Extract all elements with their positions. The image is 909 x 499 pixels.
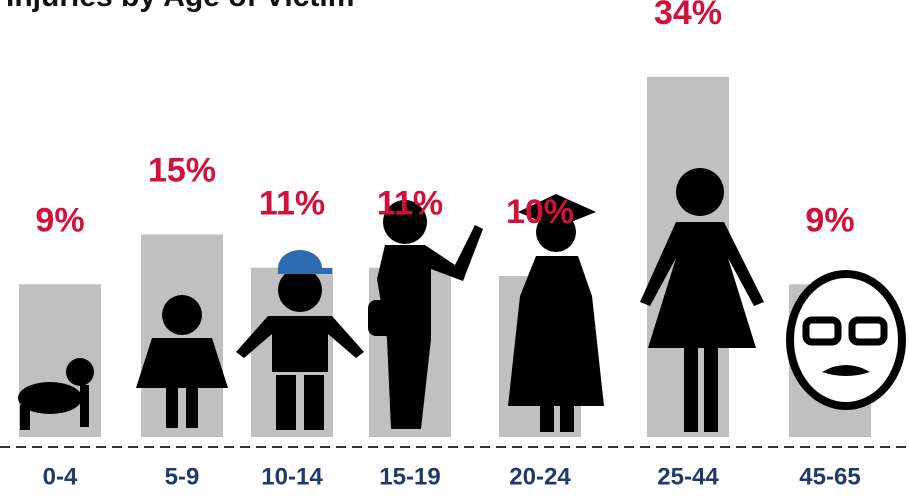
value-label: 9%: [805, 201, 854, 239]
bar: [141, 235, 223, 438]
x-tick-label: 15-19: [379, 463, 440, 490]
value-label: 10%: [506, 193, 574, 231]
x-tick-label: 45-65: [799, 463, 860, 490]
x-tick-label: 0-4: [43, 463, 78, 490]
old-man-icon: [790, 274, 902, 406]
value-label: 34%: [654, 0, 722, 32]
value-label: 11%: [259, 185, 325, 223]
value-label: 15%: [148, 151, 216, 189]
value-label: 11%: [377, 185, 443, 223]
value-label: 9%: [35, 201, 84, 239]
chart-title: Injuries by Age of Victim: [6, 0, 354, 13]
x-tick-label: 10-14: [261, 463, 323, 490]
x-tick-label: 25-44: [657, 463, 719, 490]
x-tick-label: 5-9: [165, 463, 200, 490]
chart: Injuries by Age of Victim: [0, 0, 909, 494]
x-tick-label: 20-24: [509, 463, 571, 490]
